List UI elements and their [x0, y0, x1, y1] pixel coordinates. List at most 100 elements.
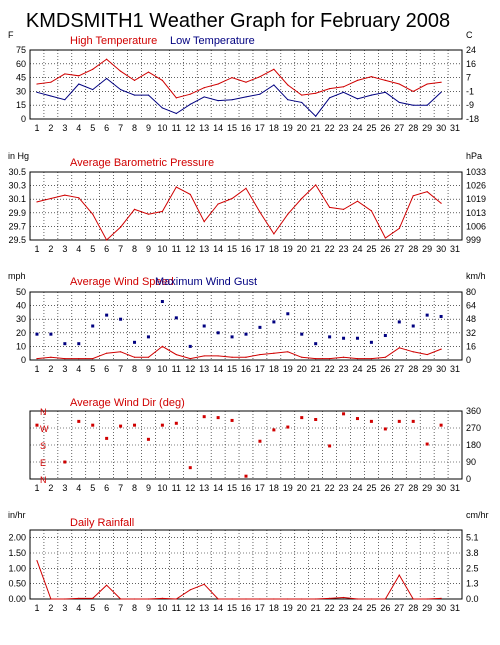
y-tick-label: 0 [21, 114, 26, 124]
data-point [50, 81, 52, 83]
data-point [36, 560, 38, 562]
data-point [174, 421, 178, 425]
x-tick-label: 20 [297, 483, 307, 493]
data-point [133, 208, 136, 210]
data-point [355, 336, 359, 340]
data-point [258, 439, 262, 443]
data-point [398, 83, 400, 85]
data-point [259, 598, 261, 600]
x-tick-label: 31 [450, 244, 460, 254]
x-tick-label: 27 [394, 483, 404, 493]
data-point [91, 324, 95, 328]
series-line [36, 560, 442, 600]
data-point [119, 598, 122, 600]
x-tick-label: 18 [269, 244, 279, 254]
y-tick-label: 0 [21, 355, 26, 365]
x-tick-label: 5 [90, 123, 95, 133]
data-point [160, 423, 164, 427]
x-tick-label: 26 [380, 364, 390, 374]
x-tick-label: 31 [450, 603, 460, 613]
legend-label: Daily Rainfall [70, 517, 134, 529]
x-tick-label: 22 [325, 364, 335, 374]
x-tick-label: 25 [366, 483, 376, 493]
data-point [231, 197, 233, 200]
data-point [356, 200, 359, 202]
x-tick-label: 20 [297, 364, 307, 374]
data-point [202, 415, 206, 419]
x-tick-label: 17 [255, 364, 265, 374]
data-point [426, 104, 428, 106]
data-point [329, 97, 331, 99]
y2-tick-label: 1033 [466, 167, 486, 177]
x-tick-label: 9 [146, 483, 151, 493]
data-point [425, 313, 429, 317]
data-point [36, 83, 38, 85]
x-tick-label: 13 [199, 244, 209, 254]
x-tick-label: 25 [366, 123, 376, 133]
x-tick-label: 15 [227, 364, 237, 374]
data-point [160, 300, 164, 304]
data-point [411, 419, 415, 423]
data-point [369, 419, 373, 423]
data-point [36, 358, 38, 360]
x-tick-label: 28 [408, 244, 418, 254]
legend-label: Low Temperature [170, 35, 255, 47]
data-point [301, 94, 303, 96]
data-point [440, 597, 442, 599]
x-tick-label: 15 [227, 244, 237, 254]
data-point [78, 83, 80, 85]
y2-tick-label: 0 [466, 474, 471, 484]
x-tick-label: 20 [297, 123, 307, 133]
y2-tick-label: -18 [466, 114, 479, 124]
data-point [287, 351, 289, 353]
compass-label: E [40, 458, 46, 468]
data-point [50, 95, 52, 97]
x-tick-label: 7 [118, 364, 123, 374]
x-tick-label: 15 [227, 123, 237, 133]
x-tick-label: 18 [269, 483, 279, 493]
data-point [370, 358, 373, 360]
y2-tick-label: 270 [466, 423, 481, 433]
data-point [203, 87, 205, 89]
y2-unit-label: C [466, 30, 473, 40]
data-point [231, 356, 233, 358]
x-tick-label: 20 [297, 603, 307, 613]
data-point [203, 583, 205, 585]
x-tick-label: 10 [157, 603, 167, 613]
data-point [439, 423, 443, 427]
data-point [398, 347, 400, 349]
x-tick-label: 28 [408, 364, 418, 374]
data-point [245, 81, 247, 83]
data-point [397, 320, 401, 324]
data-point [106, 77, 108, 80]
data-point [92, 358, 94, 360]
data-point [244, 332, 248, 336]
x-tick-label: 6 [104, 483, 109, 493]
data-point [370, 94, 373, 96]
data-point [370, 598, 373, 600]
y-tick-label: 20 [16, 328, 26, 338]
data-point [329, 206, 331, 208]
x-tick-label: 7 [118, 483, 123, 493]
data-point [92, 68, 94, 70]
data-point [383, 427, 387, 431]
y2-tick-label: 999 [466, 235, 481, 245]
y-tick-label: 75 [16, 45, 26, 55]
data-point [50, 356, 52, 358]
data-point [133, 340, 137, 344]
x-tick-label: 30 [436, 483, 446, 493]
data-point [175, 112, 177, 115]
x-tick-label: 18 [269, 364, 279, 374]
y-tick-label: 50 [16, 287, 26, 297]
y2-tick-label: 7 [466, 73, 471, 83]
x-tick-label: 4 [76, 244, 81, 254]
data-point [356, 98, 359, 100]
x-tick-label: 13 [199, 603, 209, 613]
data-point [119, 88, 122, 91]
legend-label: Average Barometric Pressure [70, 157, 214, 169]
x-tick-label: 21 [311, 603, 321, 613]
x-tick-label: 29 [422, 364, 432, 374]
data-point [286, 425, 290, 429]
x-tick-label: 19 [283, 603, 293, 613]
data-point [217, 598, 219, 600]
